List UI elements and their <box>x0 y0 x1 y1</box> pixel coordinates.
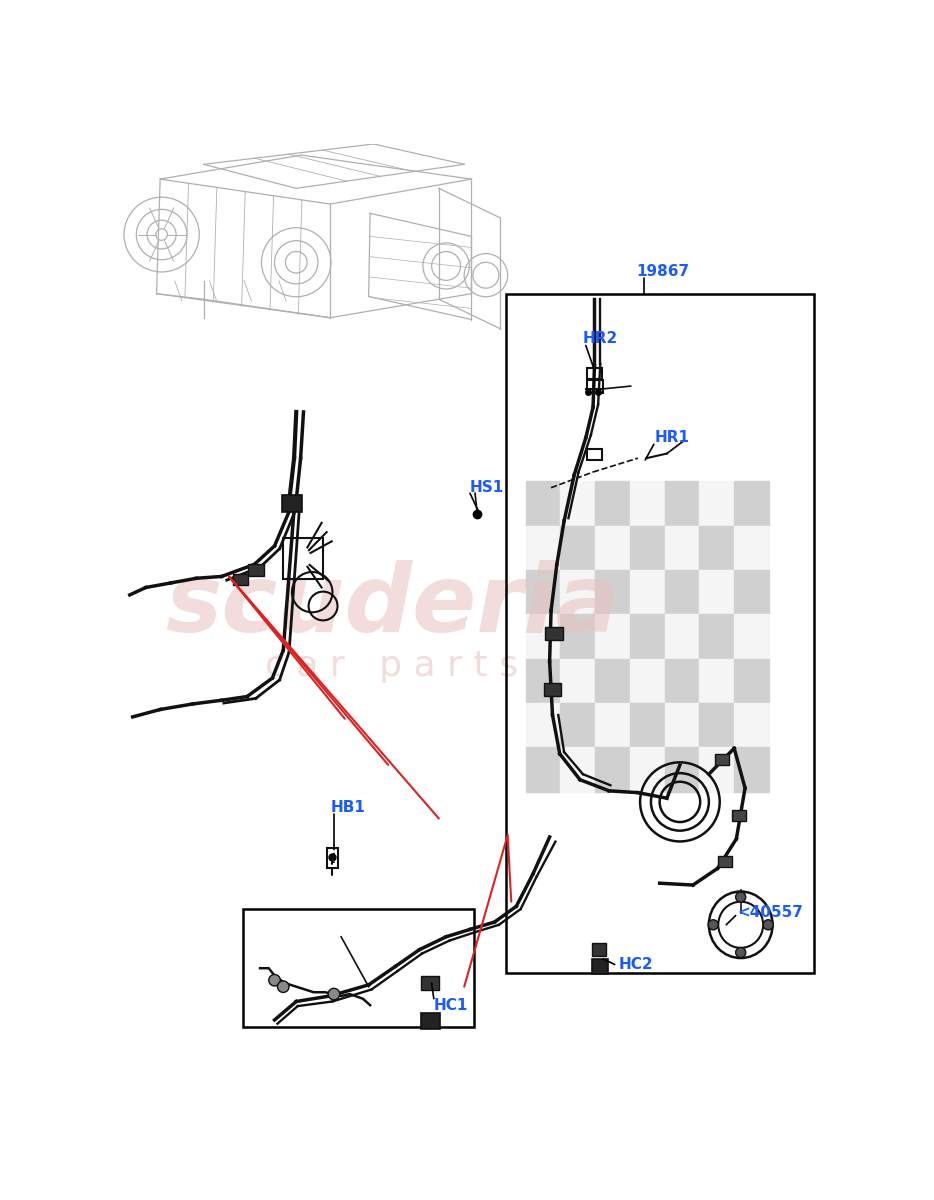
Bar <box>591 943 606 956</box>
Bar <box>734 748 769 792</box>
Bar <box>700 748 734 792</box>
Bar <box>595 659 630 703</box>
Bar <box>591 959 607 973</box>
Bar <box>665 748 700 792</box>
Bar <box>717 857 732 868</box>
Text: HR2: HR2 <box>582 330 617 346</box>
Circle shape <box>277 980 289 992</box>
Bar <box>630 614 665 659</box>
Bar <box>630 570 665 614</box>
Bar <box>526 614 560 659</box>
Bar <box>526 570 560 614</box>
Bar <box>700 659 734 703</box>
Bar <box>506 294 814 973</box>
Bar <box>595 614 630 659</box>
Text: HC2: HC2 <box>618 958 653 972</box>
Text: HB1: HB1 <box>331 800 365 815</box>
Bar <box>665 570 700 614</box>
Bar <box>560 526 595 570</box>
Bar <box>734 659 769 703</box>
Bar <box>595 481 630 526</box>
Bar <box>545 628 562 640</box>
Text: <40557: <40557 <box>738 905 803 920</box>
Text: HS1: HS1 <box>470 480 504 496</box>
Circle shape <box>328 989 340 1000</box>
Bar <box>630 526 665 570</box>
Bar <box>244 910 474 1027</box>
Bar <box>700 481 734 526</box>
Bar <box>665 703 700 748</box>
Text: scuderia: scuderia <box>164 560 619 652</box>
Bar <box>526 659 560 703</box>
Bar <box>732 810 746 821</box>
Bar <box>560 614 595 659</box>
Bar <box>630 703 665 748</box>
Bar <box>560 703 595 748</box>
Bar <box>595 748 630 792</box>
Bar <box>544 683 561 696</box>
Bar <box>734 703 769 748</box>
Bar <box>595 570 630 614</box>
Circle shape <box>269 974 280 986</box>
Bar <box>587 367 601 379</box>
Bar <box>526 703 560 748</box>
Bar <box>282 496 302 511</box>
Bar <box>526 526 560 570</box>
Text: HR1: HR1 <box>655 431 689 445</box>
Bar <box>700 526 734 570</box>
Bar <box>560 481 595 526</box>
Bar <box>327 848 338 869</box>
Bar <box>734 614 769 659</box>
Bar <box>734 481 769 526</box>
Bar <box>420 1013 440 1030</box>
Text: 19867: 19867 <box>636 264 689 280</box>
Bar <box>560 659 595 703</box>
Bar <box>700 570 734 614</box>
Bar <box>560 748 595 792</box>
Bar <box>587 449 601 460</box>
Bar <box>630 748 665 792</box>
Bar <box>595 526 630 570</box>
Bar <box>560 570 595 614</box>
Bar <box>665 526 700 570</box>
Bar <box>587 379 603 394</box>
Bar <box>283 538 323 580</box>
Bar <box>665 659 700 703</box>
Text: HC1: HC1 <box>433 997 468 1013</box>
Text: c a r   p a r t s: c a r p a r t s <box>265 649 518 683</box>
Circle shape <box>708 919 718 930</box>
Bar <box>700 703 734 748</box>
Bar <box>630 659 665 703</box>
Bar <box>526 481 560 526</box>
Bar <box>734 570 769 614</box>
Circle shape <box>736 948 745 958</box>
Bar <box>420 976 439 990</box>
Bar <box>233 574 248 584</box>
Bar <box>700 614 734 659</box>
Circle shape <box>763 919 773 930</box>
Bar <box>665 614 700 659</box>
Bar <box>734 526 769 570</box>
Bar <box>248 564 264 576</box>
Bar <box>715 754 729 764</box>
Bar <box>595 703 630 748</box>
Bar <box>630 481 665 526</box>
Circle shape <box>736 892 745 902</box>
Bar <box>526 748 560 792</box>
Bar <box>665 481 700 526</box>
